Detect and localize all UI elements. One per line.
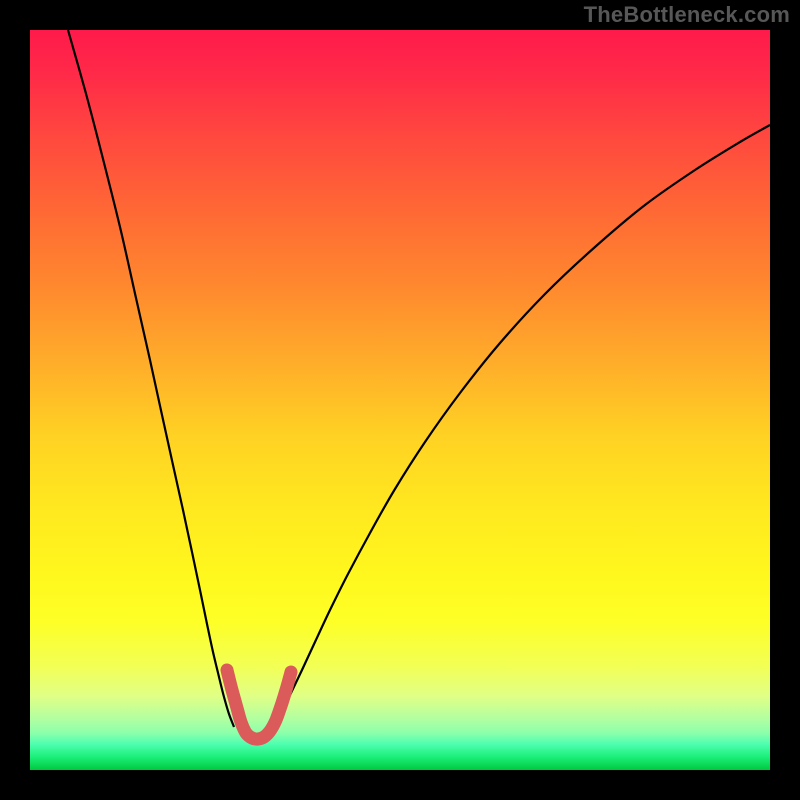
plot-area bbox=[30, 30, 770, 770]
gradient-background bbox=[30, 30, 770, 770]
plot-svg bbox=[30, 30, 770, 770]
watermark-text: TheBottleneck.com bbox=[584, 2, 790, 28]
chart-frame: TheBottleneck.com bbox=[0, 0, 800, 800]
